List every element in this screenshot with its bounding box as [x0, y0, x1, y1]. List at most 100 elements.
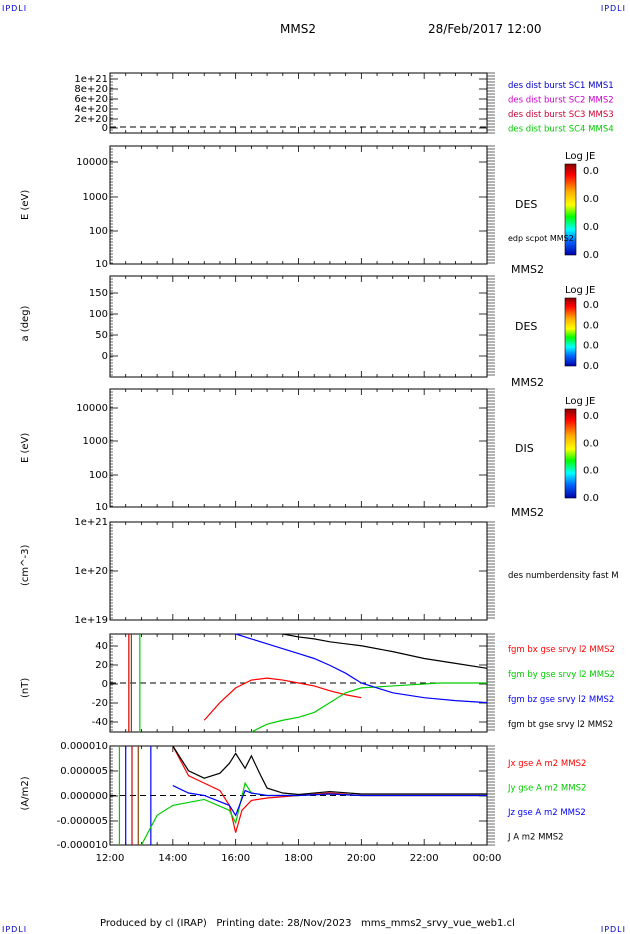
corner-label-top-right: IPDLI [600, 4, 626, 13]
instrument-label: DIS [515, 442, 534, 455]
extra-label: edp scpot MMS2 [508, 234, 574, 243]
legend-entry: fgm bz gse srvy l2 MMS2 [508, 695, 614, 705]
datetime-title: 28/Feb/2017 12:00 [428, 22, 542, 36]
series-line-1 [140, 781, 487, 846]
colorbar-tick-label: 0.0 [583, 466, 599, 477]
spacecraft-label: MMS2 [511, 376, 544, 389]
corner-label-bottom-right: IPDLI [600, 925, 626, 934]
y-tick-label: 8e+20 [74, 84, 108, 95]
legend-entry: Jy gse A m2 MMS2 [507, 784, 586, 794]
panel-frame [109, 388, 488, 508]
y-tick-label: 0 [102, 123, 108, 134]
y-tick-label: -0.000005 [57, 816, 108, 827]
y-tick-label: 1e+19 [74, 615, 108, 626]
series-line-2 [172, 785, 487, 817]
y-tick-label: -40 [92, 717, 108, 728]
legend-entry: des dist burst SC3 MMS3 [508, 110, 614, 120]
y-tick-label: 50 [95, 330, 108, 341]
x-tick-label: 20:00 [347, 853, 376, 864]
y-axis-label: E (eV) [20, 190, 31, 220]
series-line-0 [172, 745, 487, 833]
colorbar [564, 408, 577, 499]
y-tick-label: 0 [102, 351, 108, 362]
y-tick-label: 100 [89, 470, 108, 481]
colorbar-tick-label: 0.0 [583, 300, 599, 311]
y-tick-label: 0.000000 [60, 791, 108, 802]
legend-entry: des dist burst SC4 MMS4 [508, 125, 614, 135]
colorbar-tick-label: 0.0 [583, 341, 599, 352]
x-tick-label: 22:00 [410, 853, 439, 864]
y-tick-label: 10 [95, 502, 108, 513]
instrument-label: DES [515, 320, 537, 333]
x-tick-label: 18:00 [284, 853, 313, 864]
y-axis-label: (nT) [20, 678, 31, 698]
x-tick-label: 00:00 [473, 853, 502, 864]
colorbar-title: Log JE [565, 151, 595, 162]
y-tick-label: 10000 [76, 403, 108, 414]
panel-des-pitch [109, 275, 495, 378]
colorbar-tick-label: 0.0 [583, 166, 599, 177]
colorbar [564, 297, 577, 367]
y-tick-label: -20 [92, 698, 108, 709]
colorbar-tick-label: 0.0 [583, 438, 599, 449]
x-tick-label: 12:00 [96, 853, 125, 864]
y-tick-label: 20 [95, 660, 108, 671]
colorbar-title: Log JE [565, 285, 595, 296]
panel-des-dist [109, 72, 495, 134]
x-tick-label: 16:00 [221, 853, 250, 864]
y-axis-label: E (eV) [20, 433, 31, 463]
panel-dis-energy [109, 388, 495, 508]
legend-entry: des numberdensity fast M [508, 571, 619, 581]
colorbar-tick-label: 0.0 [583, 411, 599, 422]
footer-text: Produced by cl (IRAP) Printing date: 28/… [100, 918, 515, 929]
corner-label-top-left: IPDLI [2, 4, 28, 13]
legend-entry: fgm bt gse srvy l2 MMS2 [508, 720, 613, 730]
legend-entry: J A m2 MMS2 [507, 833, 564, 843]
panel-des-energy [109, 145, 495, 265]
legend-entry: des dist burst SC1 MMS1 [508, 81, 614, 91]
panel-frame [109, 521, 488, 621]
colorbar-tick-label: 0.0 [583, 250, 599, 261]
y-tick-label: 1e+21 [74, 517, 108, 528]
y-tick-label: 100 [89, 226, 108, 237]
y-tick-label: 0 [102, 679, 108, 690]
colorbar-title: Log JE [565, 396, 595, 407]
y-axis-label: (cm^-3) [20, 545, 31, 586]
colorbar-tick-label: 0.0 [583, 361, 599, 372]
colorbar [564, 163, 577, 256]
panel-frame [109, 72, 488, 134]
legend-entry: des dist burst SC2 MMS2 [508, 96, 614, 106]
y-axis-label: (A/m2) [20, 776, 31, 810]
colorbar-tick-label: 0.0 [583, 194, 599, 205]
spacecraft-title: MMS2 [280, 22, 316, 36]
y-axis-label: a (deg) [20, 305, 31, 341]
series-line-1 [251, 682, 487, 733]
y-tick-label: 10 [95, 259, 108, 270]
y-tick-label: 2e+20 [74, 114, 108, 125]
y-tick-label: 1000 [83, 192, 108, 203]
y-tick-label: 100 [89, 309, 108, 320]
y-tick-label: 0.000005 [60, 766, 108, 777]
y-tick-label: 150 [89, 288, 108, 299]
spacecraft-label: MMS2 [511, 506, 544, 519]
y-tick-label: 1e+21 [74, 74, 108, 85]
spacecraft-label: MMS2 [511, 263, 544, 276]
y-tick-label: 1000 [83, 436, 108, 447]
y-tick-label: 40 [95, 641, 108, 652]
panel-frame [109, 275, 488, 378]
x-tick-label: 14:00 [158, 853, 187, 864]
series-line-0 [203, 677, 362, 721]
y-tick-label: -0.000010 [57, 840, 108, 851]
panel-frame [109, 145, 488, 265]
legend-entry: fgm bx gse srvy l2 MMS2 [508, 645, 615, 655]
corner-label-bottom-left: IPDLI [2, 925, 28, 934]
legend-entry: fgm by gse srvy l2 MMS2 [508, 670, 615, 680]
y-tick-label: 10000 [76, 157, 108, 168]
y-tick-label: 1e+20 [74, 566, 108, 577]
series-line-3 [282, 633, 488, 669]
y-tick-label: 4e+20 [74, 104, 108, 115]
series-line-2 [235, 633, 488, 704]
colorbar-tick-label: 0.0 [583, 320, 599, 331]
legend-entry: Jx gse A m2 MMS2 [507, 759, 586, 769]
